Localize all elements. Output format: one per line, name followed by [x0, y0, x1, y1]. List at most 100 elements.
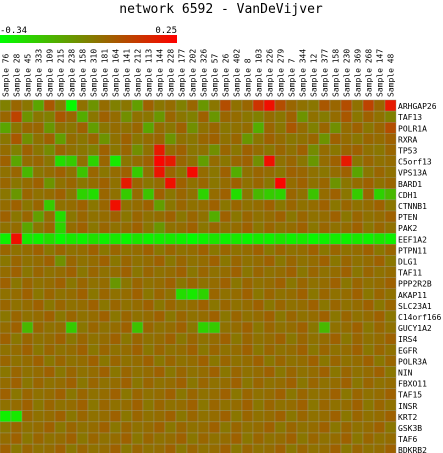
heatmap-cell: [54, 155, 67, 167]
heatmap-cell: [120, 421, 133, 434]
heatmap-cell: [43, 388, 56, 400]
row-label: IRS4: [398, 335, 417, 344]
heatmap-cell: [186, 366, 199, 378]
heatmap-cell: [384, 421, 397, 434]
heatmap-cell: [175, 355, 188, 367]
heatmap-cell: [219, 388, 232, 400]
heatmap-cell: [43, 232, 56, 245]
column-label: Sample 48: [387, 53, 396, 97]
heatmap-cell: [87, 155, 100, 167]
heatmap-cell: [76, 410, 89, 423]
heatmap-cell: [98, 166, 111, 178]
heatmap-cell: [131, 310, 144, 323]
heatmap-cell: [274, 221, 287, 234]
heatmap-cell: [307, 177, 320, 189]
heatmap-cell: [87, 332, 100, 345]
heatmap-cell: [263, 244, 276, 256]
heatmap-cell: [186, 388, 199, 400]
heatmap-cell: [186, 410, 199, 423]
heatmap-cell: [219, 99, 232, 112]
heatmap-cell: [164, 399, 177, 412]
heatmap-cell: [120, 266, 133, 278]
heatmap-cell: [318, 410, 331, 423]
heatmap-cell: [230, 232, 243, 245]
heatmap-cell: [340, 255, 353, 267]
heatmap-cell: [296, 144, 309, 156]
heatmap-cell: [241, 432, 254, 445]
heatmap-cell: [318, 266, 331, 278]
heatmap-cell: [120, 155, 133, 167]
heatmap-cell: [208, 399, 221, 412]
heatmap-cell: [263, 332, 276, 345]
heatmap-cell: [285, 388, 298, 400]
heatmap-cell: [87, 421, 100, 434]
heatmap-cell: [351, 155, 364, 167]
heatmap-cell: [87, 177, 100, 189]
heatmap-cell: [186, 199, 199, 212]
heatmap-cell: [285, 188, 298, 201]
heatmap-cell: [384, 166, 397, 178]
heatmap-cell: [142, 110, 155, 123]
heatmap-cell: [109, 177, 122, 189]
heatmap-cell: [175, 377, 188, 389]
column-label: Sample 279: [277, 49, 286, 97]
heatmap-cell: [197, 366, 210, 378]
heatmap-cell: [109, 166, 122, 178]
heatmap-cell: [274, 155, 287, 167]
heatmap-cell: [351, 221, 364, 234]
heatmap-cell: [241, 288, 254, 301]
heatmap-cell: [230, 421, 243, 434]
heatmap-cell: [263, 144, 276, 156]
heatmap-cell: [65, 377, 78, 389]
heatmap-cell: [318, 432, 331, 445]
heatmap-cell: [65, 310, 78, 323]
heatmap-cell: [362, 344, 375, 356]
heatmap-cell: [241, 144, 254, 156]
heatmap-cell: [241, 177, 254, 189]
heatmap-cell: [329, 110, 342, 123]
heatmap-cell: [197, 188, 210, 201]
heatmap-cell: [340, 232, 353, 245]
heatmap-cell: [318, 277, 331, 289]
heatmap-cell: [307, 99, 320, 112]
heatmap-cell: [373, 99, 386, 112]
heatmap-cell: [362, 299, 375, 312]
heatmap-cell: [384, 432, 397, 445]
heatmap-cell: [43, 277, 56, 289]
heatmap-cell: [76, 110, 89, 123]
heatmap-cell: [208, 155, 221, 167]
heatmap-cell: [65, 221, 78, 234]
heatmap-cell: [131, 377, 144, 389]
heatmap-cell: [153, 288, 166, 301]
heatmap-cell: [98, 332, 111, 345]
heatmap-cell: [197, 144, 210, 156]
heatmap-cell: [362, 266, 375, 278]
heatmap-cell: [208, 277, 221, 289]
heatmap-cell: [65, 443, 78, 453]
row-label: EEF1A2: [398, 235, 427, 244]
heatmap-cell: [65, 277, 78, 289]
heatmap-cell: [230, 388, 243, 400]
heatmap-cell: [296, 177, 309, 189]
heatmap-cell: [120, 199, 133, 212]
heatmap-cell: [43, 210, 56, 223]
heatmap-cell: [263, 110, 276, 123]
heatmap-cell: [186, 177, 199, 189]
heatmap-cell: [32, 232, 45, 245]
heatmap-cell: [87, 133, 100, 145]
heatmap-cell: [241, 321, 254, 334]
heatmap-cell: [76, 144, 89, 156]
heatmap-cell: [87, 110, 100, 123]
heatmap-cell: [0, 155, 12, 167]
heatmap-cell: [65, 121, 78, 134]
heatmap-cell: [329, 299, 342, 312]
heatmap-cell: [87, 321, 100, 334]
heatmap-cell: [0, 177, 12, 189]
column-label: Sample 164: [112, 49, 121, 97]
row-label: POLR3A: [398, 357, 427, 366]
heatmap-cell: [241, 133, 254, 145]
heatmap-cell: [142, 344, 155, 356]
heatmap-cell: [263, 310, 276, 323]
heatmap-cell: [340, 344, 353, 356]
heatmap-cell: [373, 288, 386, 301]
